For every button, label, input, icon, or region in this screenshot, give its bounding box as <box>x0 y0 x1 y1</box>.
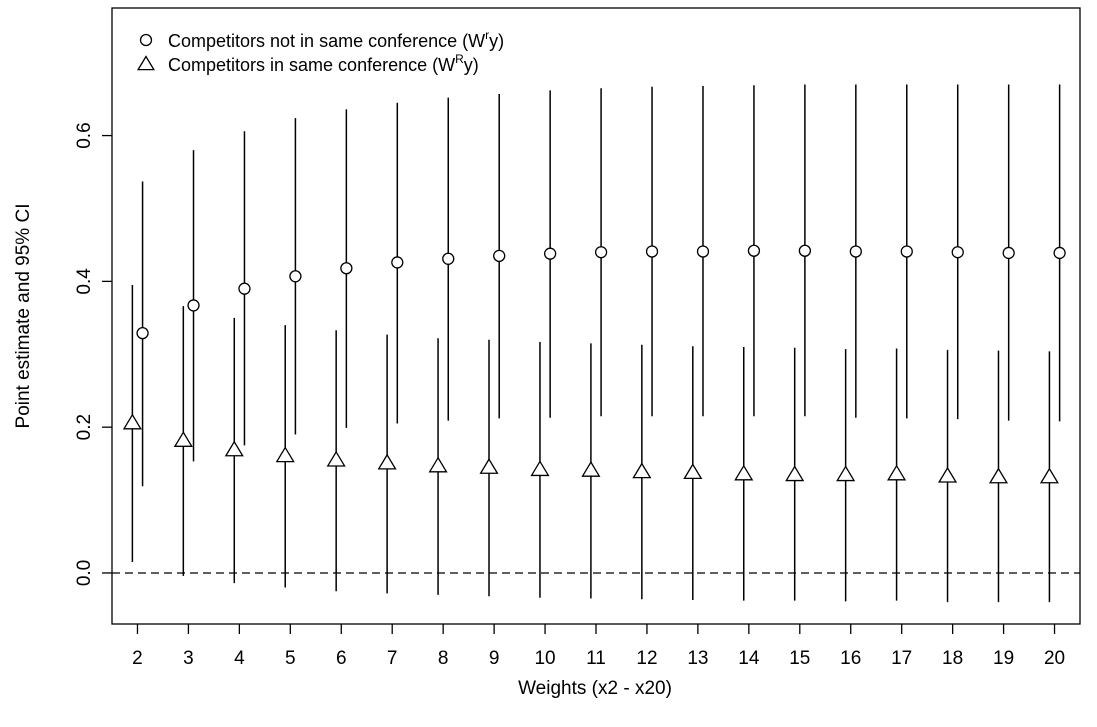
circle-point <box>391 256 404 269</box>
plot-frame <box>111 7 1081 625</box>
triangle-point <box>836 465 856 482</box>
x-tick-label: 3 <box>183 648 194 669</box>
legend-label: Competitors in same conference (WRy) <box>168 52 479 75</box>
triangle-point <box>581 460 601 477</box>
triangle-point <box>785 465 805 482</box>
circle-point <box>798 244 812 257</box>
triangle-point <box>275 446 295 463</box>
circle-point <box>900 245 913 258</box>
y-axis-title: Point estimate and 95% CI <box>13 204 34 429</box>
x-tick-label: 6 <box>336 648 347 669</box>
legend-circle-marker <box>139 33 153 47</box>
legend: Competitors not in same conference (Wry)… <box>136 28 504 75</box>
y-tick-label: 0.2 <box>74 414 95 440</box>
y-tick-label: 0.4 <box>74 268 95 295</box>
circle-point <box>340 262 353 275</box>
x-axis: 2 3 4 5 6 7 8 9 10 11 12 13 14 15 16 17 18 19 20 <box>132 624 1065 669</box>
x-tick-label: 20 <box>1044 648 1065 669</box>
y-axis: 0.0 0.2 0.4 0.6 <box>74 122 112 586</box>
circle-point <box>849 245 862 258</box>
triangle-point <box>937 466 958 483</box>
triangle-point <box>530 460 550 477</box>
x-tick-label: 8 <box>438 648 449 669</box>
legend-triangle-marker <box>136 55 156 71</box>
circle-point <box>645 245 659 258</box>
x-tick-label: 4 <box>234 648 245 669</box>
x-tick-label: 15 <box>789 648 810 669</box>
x-tick-label: 10 <box>534 648 555 669</box>
y-tick-label: 0.0 <box>74 560 95 586</box>
triangle-point <box>1039 467 1059 484</box>
circle-point <box>543 247 557 260</box>
triangle-point <box>887 464 907 481</box>
triangle-point <box>734 464 754 481</box>
triangle-point <box>632 462 652 479</box>
circle-point <box>696 245 710 258</box>
triangle-point <box>428 456 448 473</box>
triangle-point <box>326 450 346 467</box>
circle-point <box>594 246 608 259</box>
x-tick-label: 7 <box>387 648 398 669</box>
x-tick-label: 14 <box>738 648 760 669</box>
triangle-point <box>683 463 703 480</box>
circle-point <box>289 270 302 283</box>
triangle-point <box>224 440 244 457</box>
x-tick-label: 19 <box>993 648 1014 669</box>
legend-label: Competitors not in same conference (Wry) <box>168 28 504 51</box>
x-axis-title: Weights (x2 - x20) <box>518 678 672 699</box>
x-tick-label: 17 <box>891 648 912 669</box>
x-tick-label: 5 <box>285 648 296 669</box>
triangle-point <box>122 413 142 430</box>
triangle-point <box>377 453 397 470</box>
x-tick-label: 18 <box>942 648 963 669</box>
circle-point <box>187 299 200 312</box>
x-tick-label: 11 <box>586 648 606 669</box>
triangle-point <box>173 431 193 447</box>
circle-point <box>442 252 455 265</box>
triangle-point <box>479 458 499 474</box>
plot-area <box>111 7 1081 625</box>
x-tick-label: 9 <box>489 648 500 669</box>
circle-point <box>747 244 761 257</box>
circle-point <box>1002 246 1015 260</box>
triangle-point <box>988 467 1009 484</box>
y-tick-label: 0.6 <box>74 122 95 148</box>
circle-point <box>238 282 251 295</box>
x-tick-label: 13 <box>687 648 708 669</box>
x-tick-label: 2 <box>132 648 143 669</box>
x-tick-label: 12 <box>636 648 657 669</box>
circle-point <box>493 249 506 263</box>
circle-point <box>1053 246 1066 260</box>
circle-point <box>136 326 149 340</box>
x-tick-label: 16 <box>840 648 861 669</box>
circle-point <box>951 246 964 259</box>
data-marks <box>122 84 1066 603</box>
